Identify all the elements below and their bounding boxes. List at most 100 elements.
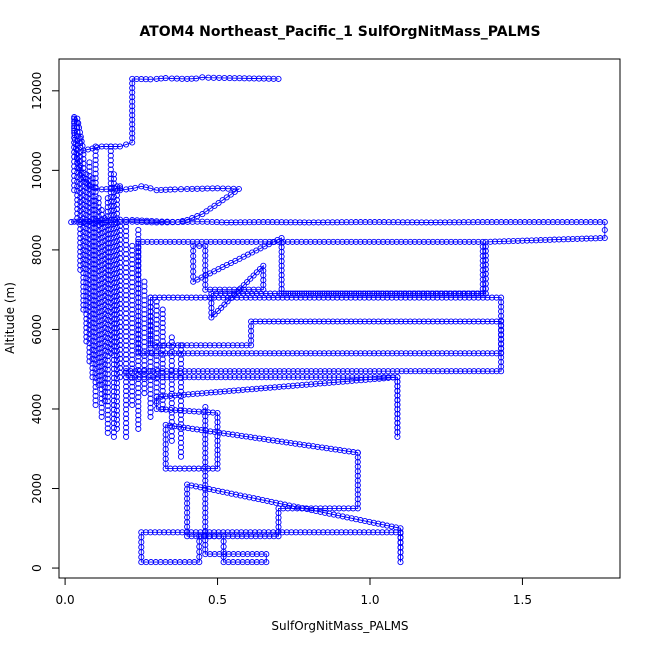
data-point (230, 551, 237, 558)
data-point (168, 395, 175, 402)
data-point (188, 529, 195, 536)
data-point (180, 238, 187, 245)
data-point (135, 299, 142, 306)
data-point (352, 238, 359, 245)
data-point (110, 316, 117, 323)
data-point (230, 350, 237, 357)
data-point (107, 166, 114, 173)
data-point (322, 505, 329, 512)
data-point (242, 529, 249, 536)
data-point (330, 350, 337, 357)
data-point (177, 365, 185, 372)
data-point (230, 387, 237, 394)
data-point (123, 216, 130, 223)
data-point (254, 368, 261, 375)
data-point (104, 402, 111, 409)
data-point (482, 247, 489, 255)
data-point (298, 318, 305, 325)
data-point (116, 364, 124, 372)
data-point (299, 374, 306, 381)
data-point (195, 374, 202, 381)
data-point (293, 350, 301, 357)
data-point (278, 258, 285, 265)
data-point (254, 374, 261, 381)
data-point (192, 483, 199, 490)
data-point (493, 318, 500, 325)
data-point (159, 324, 166, 331)
data-point (153, 399, 160, 407)
data-point (275, 350, 282, 357)
data-point (394, 378, 401, 385)
data-point (135, 344, 142, 351)
data-point (107, 267, 114, 274)
data-point (110, 175, 117, 182)
data-point (153, 187, 160, 194)
data-point (104, 262, 111, 269)
data-point (110, 202, 117, 210)
data-point (223, 194, 230, 201)
data-point (321, 350, 328, 357)
data-point (434, 318, 441, 325)
data-point (209, 465, 216, 472)
data-point (517, 219, 524, 226)
data-point (123, 374, 130, 381)
y-tick-label: 10000 (30, 151, 44, 189)
data-point (339, 378, 346, 385)
data-point (177, 356, 185, 363)
data-point (448, 368, 455, 375)
data-point (153, 357, 160, 364)
data-point (343, 350, 350, 357)
data-point (123, 232, 130, 239)
data-point (225, 559, 232, 566)
data-point (92, 188, 99, 195)
data-point (357, 350, 364, 357)
data-point (325, 294, 332, 301)
data-point (279, 294, 286, 301)
data-point (129, 374, 136, 381)
data-point (370, 318, 377, 325)
data-point (409, 219, 416, 226)
data-point (394, 419, 401, 427)
data-point (392, 290, 399, 297)
data-point (479, 294, 486, 301)
data-point (353, 374, 360, 381)
data-point (116, 355, 124, 362)
data-point (498, 335, 505, 343)
data-point (123, 365, 130, 372)
data-point (113, 293, 120, 300)
data-point (104, 307, 111, 315)
data-point (554, 219, 561, 226)
data-point (394, 368, 401, 375)
data-point (202, 477, 209, 484)
data-point (80, 301, 87, 309)
data-point (113, 380, 120, 387)
data-point (168, 400, 175, 407)
data-point (95, 368, 102, 375)
data-point (443, 294, 450, 301)
data-point (264, 497, 271, 504)
data-point (316, 238, 323, 245)
data-point (306, 529, 313, 536)
data-point (89, 256, 96, 263)
data-point (113, 233, 120, 240)
data-point (195, 368, 202, 375)
data-point (110, 343, 117, 350)
data-point (343, 238, 350, 245)
data-point (308, 368, 315, 375)
data-point (378, 290, 385, 297)
data-point (141, 352, 148, 360)
data-point (281, 368, 288, 375)
data-point (71, 187, 78, 194)
data-point (116, 342, 124, 349)
data-point (194, 350, 201, 357)
data-point (177, 449, 185, 456)
data-point (147, 185, 154, 192)
data-point (92, 392, 99, 399)
data-point (397, 529, 404, 536)
data-point (159, 315, 166, 322)
data-point (135, 385, 142, 392)
data-point (141, 315, 148, 322)
data-point (197, 294, 204, 301)
data-point (184, 490, 191, 497)
data-point (252, 533, 259, 540)
